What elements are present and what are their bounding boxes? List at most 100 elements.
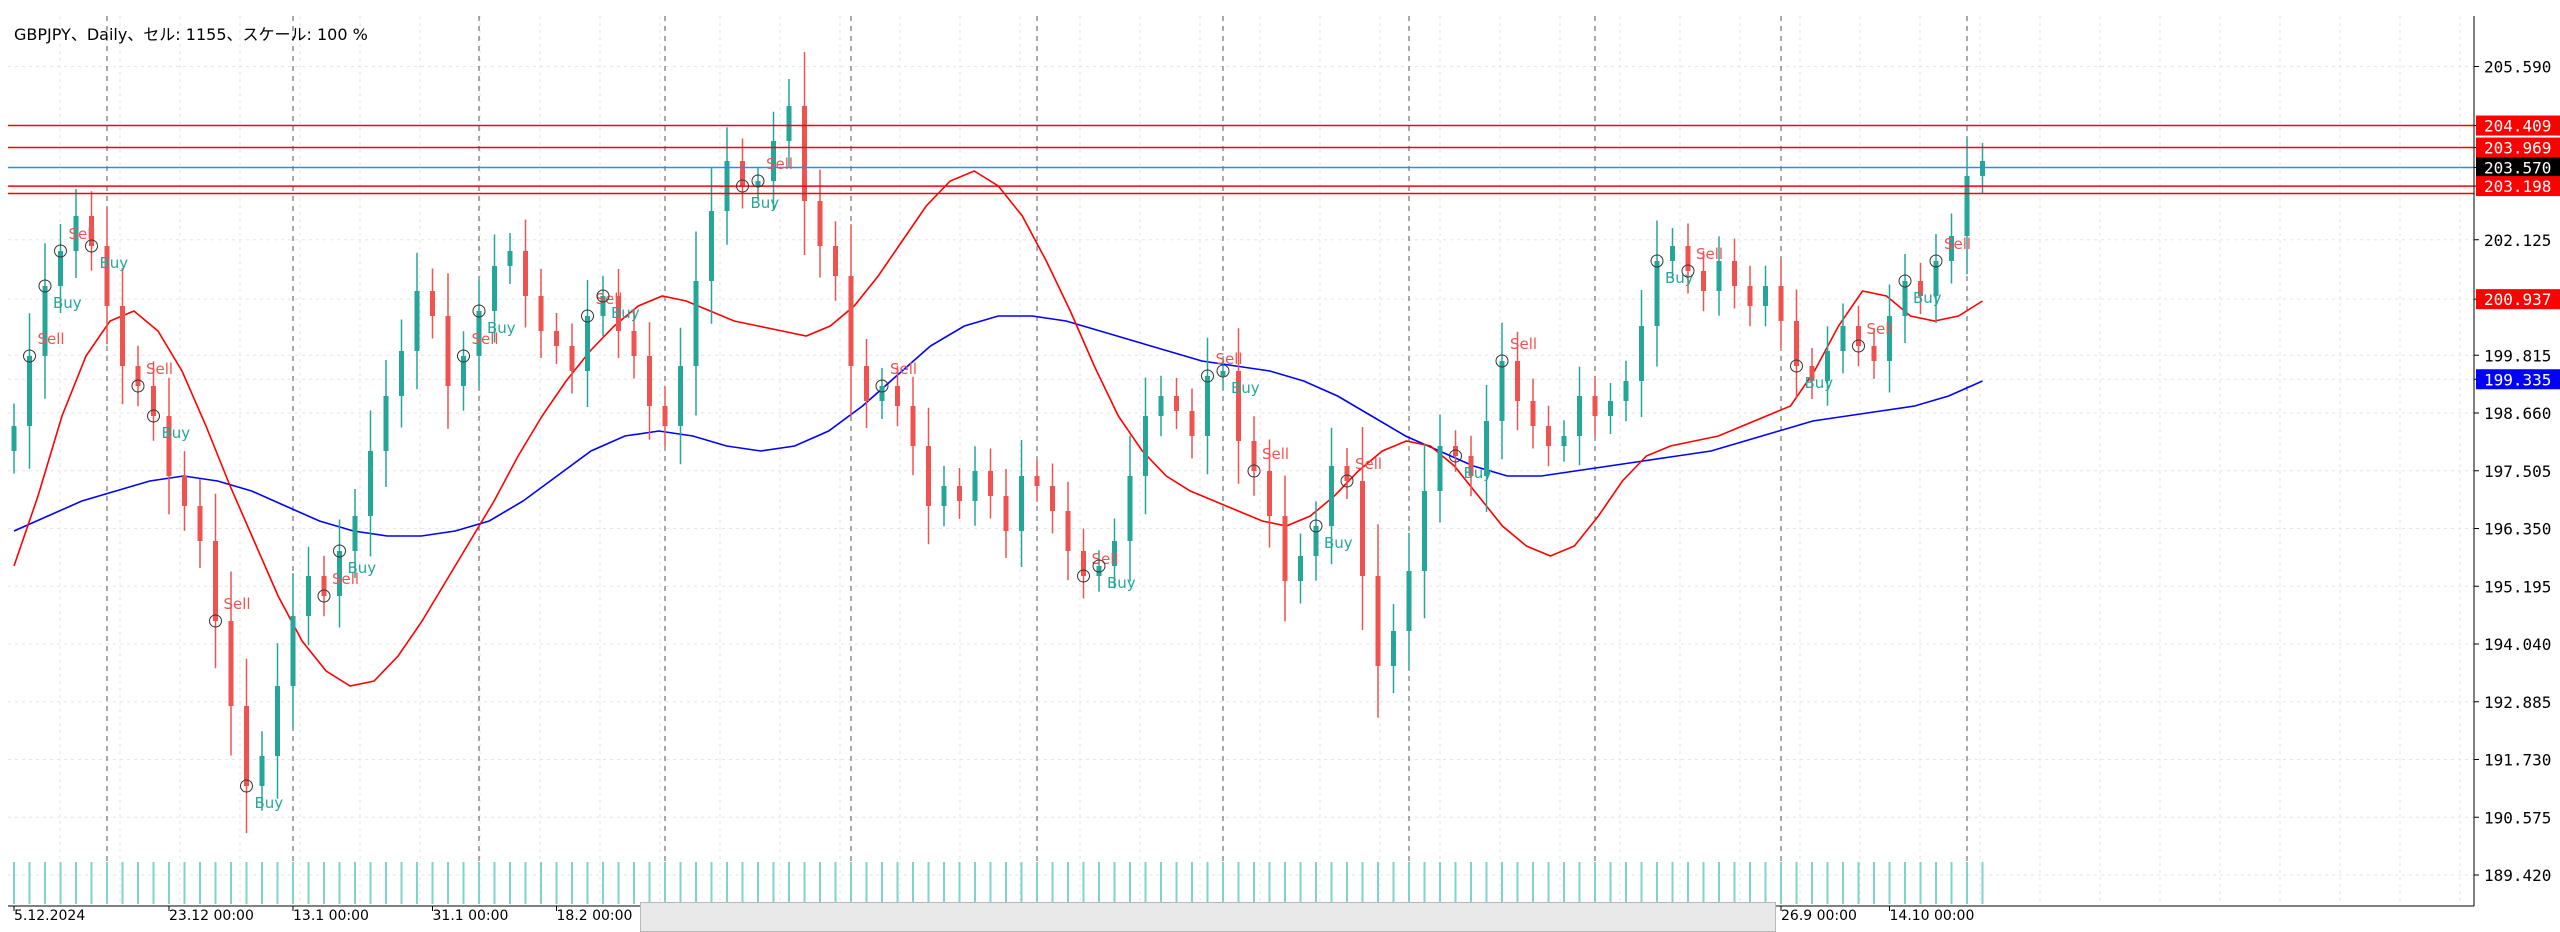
sell-signal-label: Sell	[1262, 445, 1289, 463]
signal-circle	[457, 349, 470, 363]
horizontal-lines[interactable]	[8, 124, 2474, 195]
candle-body	[1809, 366, 1815, 381]
signal-circle	[23, 349, 36, 363]
price-tick-label: 199.815	[2484, 346, 2551, 365]
signal-circle	[209, 614, 222, 628]
candle-body	[1840, 326, 1846, 351]
candle-body	[1205, 376, 1210, 436]
buy-signal-label: Buy	[611, 304, 640, 322]
sell-signal-label: Sell	[890, 360, 917, 378]
sell-signal-label: Sell	[69, 225, 96, 243]
candle-body	[368, 451, 373, 516]
candle-body	[399, 351, 404, 396]
signal-circle	[1077, 569, 1090, 583]
candle-body	[864, 366, 869, 401]
signal-circle	[1247, 464, 1261, 478]
candle-body	[662, 406, 668, 426]
candle-body	[1158, 396, 1164, 416]
price-label-box	[2476, 115, 2560, 136]
buy-signal-label: Buy	[53, 294, 82, 312]
candle-body	[1716, 261, 1722, 291]
candle-body	[786, 106, 792, 141]
candle-body	[1189, 411, 1195, 436]
candle-body	[1561, 436, 1567, 446]
candle-body	[538, 296, 544, 331]
price-label-value: 203.198	[2484, 177, 2551, 196]
candle-body	[1778, 286, 1784, 321]
candle-body	[11, 426, 17, 451]
candle-body	[1623, 381, 1629, 401]
candle-body	[740, 161, 745, 186]
candle-body	[1856, 326, 1861, 346]
signal-circle	[38, 279, 52, 293]
slow-moving-average	[13, 315, 1983, 537]
candle-body	[1468, 456, 1474, 476]
candle-body	[104, 246, 110, 306]
candle-body	[1236, 371, 1241, 441]
signal-circle	[54, 244, 67, 258]
candle-body	[1515, 361, 1520, 401]
candle-body	[616, 296, 621, 331]
candle-body	[1313, 526, 1319, 556]
time-tick-label: 26.9 00:00	[1781, 908, 1857, 920]
candle-body	[647, 356, 652, 406]
candle-body	[1174, 396, 1179, 411]
candle-body	[1034, 476, 1040, 486]
price-label-box	[2476, 157, 2560, 178]
candle-body	[1096, 566, 1102, 576]
candle-body	[42, 286, 48, 356]
signal-circle	[581, 309, 594, 323]
signal-circle	[317, 589, 331, 603]
candle-body	[414, 291, 420, 351]
candle-body	[1499, 361, 1505, 421]
candle-body	[321, 576, 327, 596]
candle-body	[1964, 176, 1970, 236]
candle-body	[27, 356, 32, 426]
price-tick-label: 198.660	[2484, 404, 2551, 423]
candle-body	[1298, 556, 1303, 581]
signal-circle	[875, 379, 889, 393]
price-tick-label: 197.505	[2484, 462, 2551, 481]
price-tick-label: 189.420	[2484, 866, 2551, 885]
price-tick-label: 205.590	[2484, 58, 2551, 77]
candle-body	[259, 756, 265, 786]
signal-circle	[736, 179, 749, 193]
signal-circle	[1790, 359, 1803, 373]
price-tick-label: 191.730	[2484, 751, 2551, 770]
overlay-panel[interactable]	[640, 902, 1776, 932]
candle-body	[58, 251, 63, 286]
candle-body	[1019, 476, 1024, 531]
price-label-value: 200.937	[2484, 290, 2551, 309]
candle-body	[1360, 481, 1365, 576]
candle-body	[833, 246, 838, 276]
signal-circle	[1216, 364, 1230, 378]
candle-body	[1081, 551, 1086, 576]
candle-body	[507, 251, 513, 266]
candle-body	[1918, 281, 1923, 296]
signal-circle	[751, 174, 765, 188]
candle-body	[1065, 511, 1071, 551]
candle-body	[1902, 281, 1908, 316]
candle-body	[957, 486, 962, 501]
signal-circle	[240, 779, 253, 793]
sell-signal-label: Sell	[332, 570, 359, 588]
candle-body	[1127, 476, 1133, 541]
candle-body	[817, 201, 823, 246]
candle-body	[1406, 571, 1412, 631]
candle-body	[476, 311, 482, 356]
candle-body	[306, 576, 311, 616]
candle-body	[585, 316, 590, 371]
candle-body	[135, 366, 141, 386]
signal-circle	[1449, 449, 1462, 463]
sell-signal-label: Sell	[1355, 455, 1382, 473]
candle-body	[1794, 321, 1799, 366]
candle-body	[1530, 401, 1536, 426]
candle-body	[1592, 396, 1598, 416]
candle-body	[1949, 236, 1954, 261]
candle-body	[1701, 271, 1706, 291]
signal-circle	[1201, 369, 1214, 383]
sell-signal-label: Sell	[1867, 320, 1894, 338]
